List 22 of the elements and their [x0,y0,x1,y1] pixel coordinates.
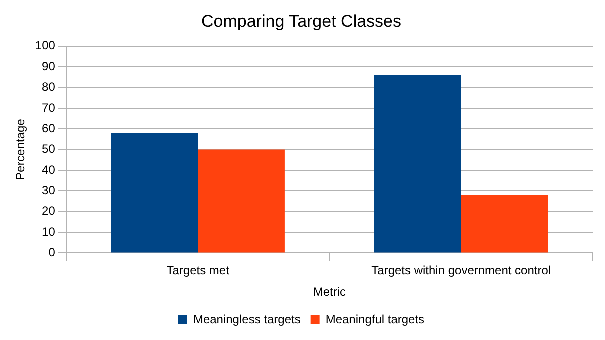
y-tick-label: 50 [42,142,56,156]
x-tick-label: Targets met [166,264,230,278]
y-tick-label: 40 [42,162,56,177]
y-tick-label: 30 [42,183,56,198]
bar [374,75,462,253]
y-tick-label: 70 [42,100,56,115]
bar [461,195,548,253]
y-tick-label: 20 [42,204,56,218]
y-tick-label: 60 [42,121,56,136]
x-axis-title: Metric [313,285,346,300]
legend-label: Meaningless targets [193,312,301,326]
x-tick-label: Targets within government control [372,264,552,278]
legend-label: Meaningful targets [326,312,425,326]
y-tick-label: 80 [42,80,56,94]
y-tick-label: 100 [35,38,56,53]
y-tick-label: 10 [42,224,56,239]
bar [111,133,198,253]
y-tick-label: 0 [48,246,56,260]
y-axis-title: Percentage [14,118,28,180]
bar [198,150,285,253]
chart-title: Comparing Target Classes [202,12,402,31]
y-tick-label: 90 [42,59,56,74]
